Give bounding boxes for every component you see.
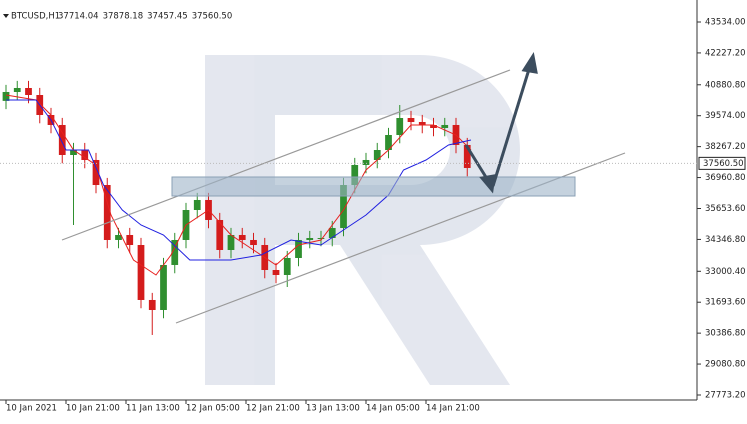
x-tick-label: 12 Jan 05:00: [186, 404, 240, 414]
y-tick-label: 30386.80: [705, 329, 746, 339]
x-tick-label: 14 Jan 05:00: [366, 404, 420, 414]
x-tick-label: 14 Jan 21:00: [426, 404, 480, 414]
header-value: 37878.18: [103, 12, 144, 22]
candle-body: [441, 124, 449, 128]
menu-icon: [3, 14, 9, 18]
x-tick-label: 13 Jan 13:00: [306, 404, 360, 414]
y-tick-label: 42227.20: [705, 48, 746, 58]
candle-body: [171, 239, 179, 265]
plot-area: [2, 80, 472, 335]
candle-body: [238, 234, 246, 240]
candle-body: [103, 185, 111, 240]
candle-body: [126, 234, 134, 246]
candle-body: [317, 237, 325, 239]
candle-body: [250, 239, 257, 246]
header-value: 37714.04: [58, 12, 99, 22]
candle-body: [148, 299, 156, 310]
candle-body: [115, 234, 122, 240]
candle-body: [25, 87, 32, 96]
header-value: 37457.45: [147, 12, 188, 22]
candle-body: [81, 150, 89, 160]
y-tick-label: 43534.00: [705, 17, 746, 27]
support-zone: [171, 176, 576, 197]
x-tick-label: 10 Jan 2021: [6, 404, 57, 414]
candle-body: [385, 134, 392, 151]
candle-body: [13, 87, 21, 92]
symbol: BTCUSD,H1: [11, 12, 60, 22]
candle-body: [137, 245, 145, 300]
header-value: 37560.50: [192, 12, 233, 22]
candle-body: [340, 185, 347, 228]
indicator-line: [5, 94, 472, 276]
candle-body: [2, 91, 10, 101]
y-tick-label: 36960.80: [705, 173, 746, 183]
candle-body: [373, 150, 381, 160]
candle-body: [70, 150, 77, 155]
y-tick-label: 40880.80: [705, 80, 746, 90]
candle-body: [193, 199, 201, 210]
candle-body: [396, 118, 404, 135]
y-tick-label: 39574.00: [705, 111, 746, 121]
candle-body: [272, 269, 280, 275]
candle-body: [430, 124, 437, 128]
last-price-label: 37560.50: [703, 159, 744, 169]
candle-body: [58, 124, 66, 155]
candle-body: [328, 227, 336, 238]
x-tick-label: 12 Jan 21:00: [246, 404, 300, 414]
y-tick-label: 34346.80: [705, 235, 746, 245]
last-price-box: [698, 156, 746, 170]
candle-body: [362, 159, 370, 165]
y-tick-label: 38267.20: [705, 142, 746, 152]
x-tick-label: 11 Jan 13:00: [126, 404, 180, 414]
candle-body: [463, 144, 471, 168]
y-tick-label: 35653.60: [705, 204, 746, 214]
candle-body: [306, 237, 314, 240]
y-tick-label: 33000.40: [705, 267, 746, 277]
candle-body: [351, 164, 359, 186]
candle-body: [407, 118, 415, 123]
candle-body: [160, 264, 167, 310]
candle-body: [418, 122, 426, 125]
x-tick-label: 10 Jan 21:00: [66, 404, 120, 414]
candle-body: [295, 239, 302, 258]
y-tick-label: 27773.20: [705, 391, 746, 401]
candle-body: [227, 234, 235, 250]
watermark: [205, 55, 520, 385]
y-tick-label: 31693.60: [705, 298, 746, 308]
candle-body: [216, 219, 224, 250]
header: BTCUSD,H1: [3, 12, 60, 22]
candle-body: [92, 159, 100, 186]
candle-body: [283, 257, 291, 275]
y-tick-label: 29080.80: [705, 360, 746, 370]
